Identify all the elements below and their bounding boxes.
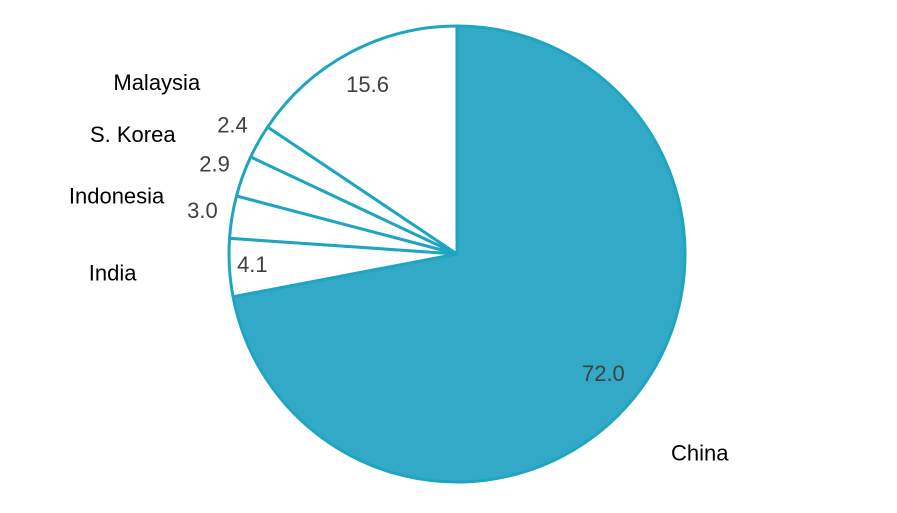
category-label: China (671, 441, 729, 466)
value-label: 72.0 (582, 361, 625, 386)
pie-slice (266, 24, 459, 256)
value-label: 15.6 (346, 72, 389, 97)
category-label: Malaysia (113, 70, 201, 95)
value-label: 2.4 (217, 113, 248, 138)
value-label: 3.0 (187, 198, 218, 223)
pie-slice (231, 24, 687, 484)
category-label: S. Korea (90, 122, 176, 147)
category-label: Indonesia (69, 184, 165, 209)
value-label: 2.9 (199, 152, 230, 177)
value-label: 4.1 (237, 252, 268, 277)
category-label: India (89, 260, 137, 285)
